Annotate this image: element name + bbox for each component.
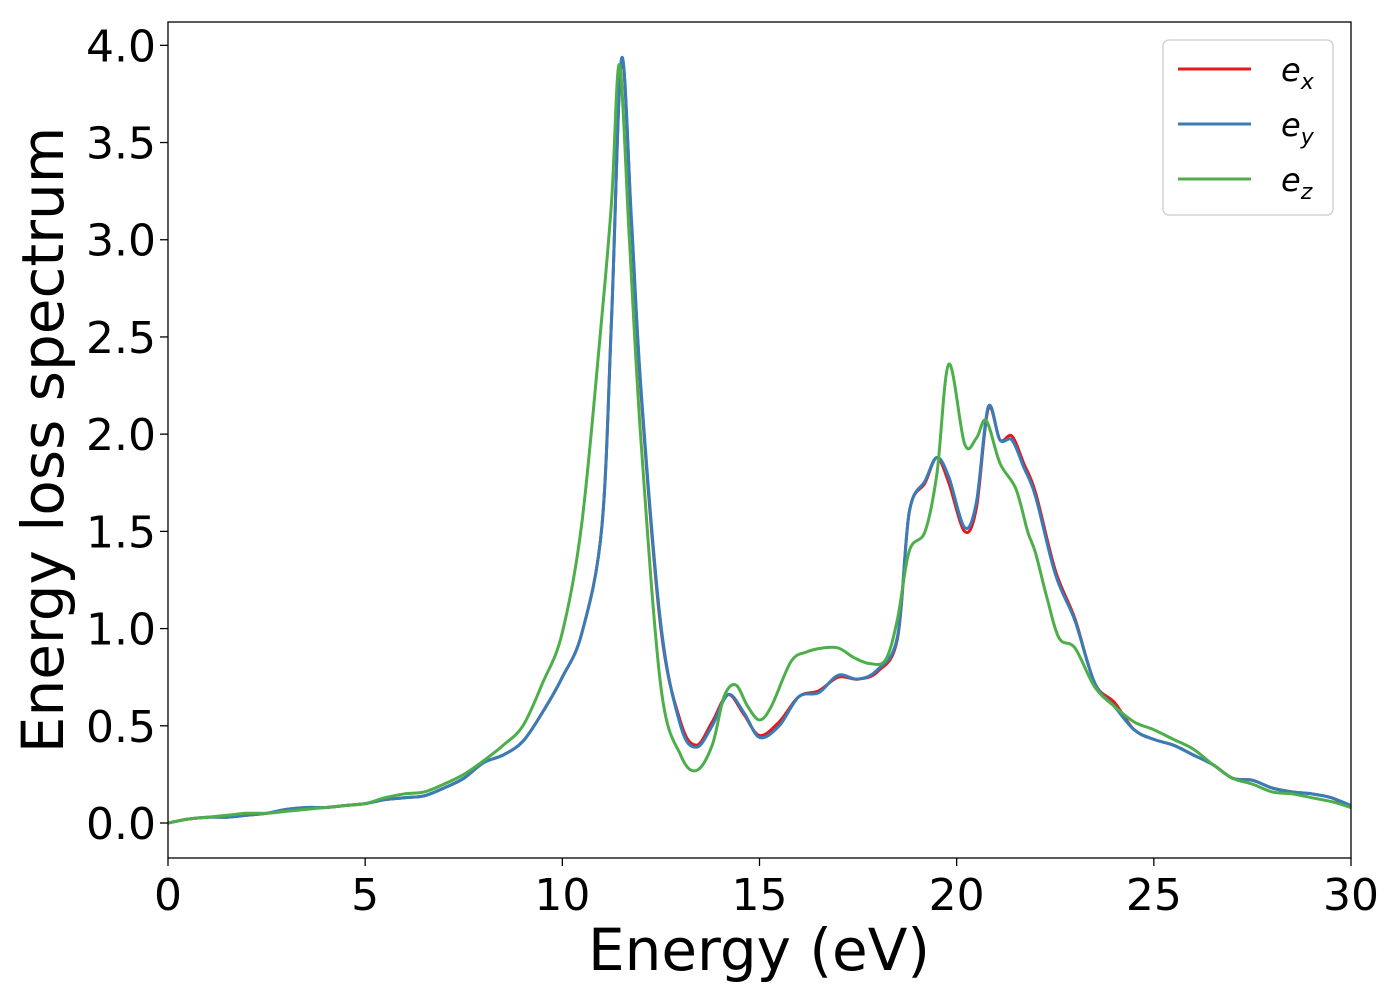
x-tick-label: 5	[351, 870, 379, 921]
y-tick-label: 1.5	[86, 507, 156, 558]
x-tick-label: 0	[154, 870, 182, 921]
legend-label: ey	[1281, 106, 1315, 150]
y-axis-label: Energy loss spectrum	[9, 127, 77, 753]
y-tick-label: 4.0	[86, 21, 156, 72]
x-tick-label: 30	[1323, 870, 1379, 921]
y-tick-label: 3.0	[86, 216, 156, 267]
y-tick-label: 2.5	[86, 313, 156, 364]
x-tick-label: 10	[534, 870, 590, 921]
x-axis-label: Energy (eV)	[588, 916, 930, 984]
y-tick-label: 3.5	[86, 119, 156, 170]
x-tick-label: 20	[929, 870, 985, 921]
y-tick-label: 1.0	[86, 605, 156, 656]
y-tick-label: 2.0	[86, 410, 156, 461]
series-ez-line	[168, 63, 1351, 825]
legend: ex ey ez	[1162, 39, 1334, 216]
y-axis-ticks: 0.0 0.5 1.0 1.5 2.0 2.5 3.0 3.5 4.0	[86, 21, 168, 850]
legend-label: ez	[1281, 161, 1313, 205]
legend-label: ex	[1281, 51, 1315, 95]
x-tick-label: 15	[732, 870, 788, 921]
legend-box	[1162, 39, 1334, 216]
x-axis-ticks: 0 5 10 15 20 25 30	[154, 858, 1379, 921]
y-tick-label: 0.0	[86, 799, 156, 850]
y-tick-label: 0.5	[86, 702, 156, 753]
x-tick-label: 25	[1126, 870, 1182, 921]
